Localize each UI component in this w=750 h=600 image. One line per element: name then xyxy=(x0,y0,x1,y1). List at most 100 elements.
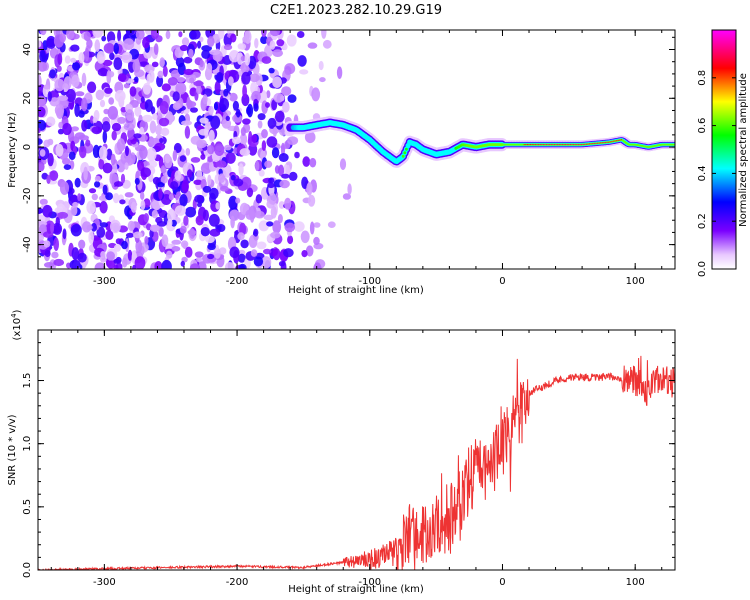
noise-blob xyxy=(176,76,186,83)
noise-blob xyxy=(149,120,157,134)
noise-blob xyxy=(117,30,122,42)
ridge-mark xyxy=(536,144,538,146)
noise-blob xyxy=(132,264,137,269)
ridge-mark xyxy=(542,144,545,146)
noise-blob xyxy=(142,36,150,49)
noise-blob xyxy=(53,258,65,267)
noise-blob xyxy=(283,248,294,258)
noise-blob xyxy=(154,261,163,269)
noise-blob xyxy=(193,179,203,185)
noise-blob xyxy=(38,40,42,48)
noise-blob xyxy=(75,91,85,97)
noise-blob xyxy=(113,264,119,269)
noise-blob xyxy=(96,226,106,238)
noise-blob xyxy=(99,200,108,214)
noise-blob xyxy=(200,154,206,160)
noise-blob xyxy=(249,73,260,83)
ridge-mark xyxy=(401,154,405,158)
ridge-mark xyxy=(568,144,570,146)
noise-blob xyxy=(154,142,166,151)
ridge-mark xyxy=(620,139,623,141)
noise-blob xyxy=(309,221,315,235)
noise-blob xyxy=(179,155,187,162)
x-tick-label: 0 xyxy=(499,577,505,588)
noise-blob xyxy=(207,145,215,155)
x-tick-label: -300 xyxy=(93,276,116,287)
noise-blob xyxy=(276,39,285,47)
noise-blob xyxy=(165,30,171,40)
noise-blob xyxy=(278,261,286,267)
noise-blob xyxy=(307,42,318,49)
noise-blob xyxy=(123,198,130,205)
ridge-mark xyxy=(405,147,408,151)
ridge-mark xyxy=(544,144,546,146)
noise-blob xyxy=(272,248,281,261)
noise-blob xyxy=(158,188,163,200)
noise-blob xyxy=(105,230,114,241)
noise-blob xyxy=(64,55,71,64)
noise-blob xyxy=(261,256,272,269)
noise-blob xyxy=(170,69,181,79)
noise-blob xyxy=(38,161,45,172)
noise-blob xyxy=(122,257,128,268)
noise-blob xyxy=(218,30,225,40)
noise-blob xyxy=(214,143,225,156)
noise-blob xyxy=(198,36,204,43)
chart-title: C2E1.2023.282.10.29.G19 xyxy=(270,3,442,18)
noise-blob xyxy=(110,153,116,166)
noise-blob xyxy=(39,149,46,157)
noise-blob xyxy=(38,127,41,134)
noise-blob xyxy=(52,225,61,234)
noise-blob xyxy=(157,182,165,188)
ridge-mark xyxy=(612,140,615,142)
noise-blob xyxy=(142,82,151,95)
noise-blob xyxy=(263,248,272,255)
ridge-mark xyxy=(596,142,599,144)
ridge-mark xyxy=(560,144,562,146)
noise-blob xyxy=(284,197,292,210)
noise-blob xyxy=(202,94,208,105)
noise-blob xyxy=(57,53,63,65)
noise-blob xyxy=(257,120,263,129)
noise-blob xyxy=(49,170,59,182)
noise-blob xyxy=(184,125,191,139)
noise-blob xyxy=(215,72,224,83)
noise-blob xyxy=(183,68,194,76)
noise-blob xyxy=(255,160,260,172)
noise-blob xyxy=(190,107,198,113)
noise-blob xyxy=(69,259,81,269)
noise-blob xyxy=(100,251,106,258)
noise-blob xyxy=(176,191,181,197)
noise-blob xyxy=(272,126,277,137)
noise-blob xyxy=(125,232,134,238)
ridge-mark xyxy=(609,141,611,143)
noise-blob xyxy=(287,235,294,245)
noise-blob xyxy=(113,244,121,252)
noise-blob xyxy=(237,43,244,50)
noise-blob xyxy=(199,59,204,68)
noise-blob xyxy=(277,214,283,224)
noise-blob xyxy=(108,97,115,105)
noise-blob xyxy=(230,215,235,229)
noise-blob xyxy=(140,200,146,211)
noise-blob xyxy=(214,174,220,185)
ridge-mark xyxy=(555,144,557,146)
ridge-mark xyxy=(604,142,607,143)
ridge-mark xyxy=(403,151,407,155)
noise-blob xyxy=(79,145,87,159)
noise-blob xyxy=(140,167,152,178)
noise-blob xyxy=(134,177,140,185)
colorbar-tick-label: 0.4 xyxy=(697,165,708,181)
noise-blob xyxy=(72,62,81,71)
noise-blob xyxy=(202,185,212,193)
noise-blob xyxy=(63,76,72,90)
noise-blob xyxy=(225,115,230,121)
noise-blob xyxy=(309,157,317,168)
noise-blob xyxy=(224,262,235,269)
colorbar-gradient xyxy=(712,30,736,269)
noise-blob xyxy=(209,228,221,237)
noise-blob xyxy=(102,162,113,174)
noise-blob xyxy=(189,263,201,269)
ridge-mark xyxy=(576,144,578,146)
noise-blob xyxy=(167,77,178,86)
